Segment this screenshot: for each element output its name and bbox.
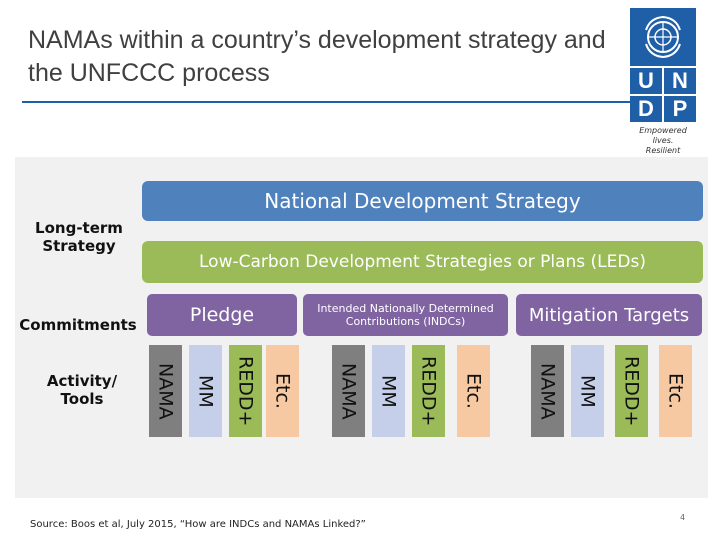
tool-label: REDD+ bbox=[234, 355, 257, 427]
tool-label: REDD+ bbox=[620, 355, 643, 427]
page-number: 4 bbox=[680, 513, 686, 522]
tool-nama-3: NAMA bbox=[531, 345, 564, 437]
tool-label: MM bbox=[377, 374, 400, 408]
tool-etc-1: Etc. bbox=[266, 345, 299, 437]
tool-label: MM bbox=[576, 374, 599, 408]
tool-label: NAMA bbox=[337, 362, 360, 420]
tool-label: Etc. bbox=[271, 373, 294, 409]
mitigation-targets-box: Mitigation Targets bbox=[516, 294, 702, 336]
label-activity-tools: Activity/ Tools bbox=[46, 372, 118, 408]
tool-label: Etc. bbox=[462, 373, 485, 409]
tool-etc-3: Etc. bbox=[659, 345, 692, 437]
title-underline bbox=[22, 101, 632, 103]
slide-title: NAMAs within a country’s development str… bbox=[28, 26, 606, 87]
national-development-strategy-bar: National Development Strategy bbox=[142, 181, 703, 221]
tool-redd-2: REDD+ bbox=[412, 345, 445, 437]
source-citation: Source: Boos et al, July 2015, “How are … bbox=[30, 519, 366, 530]
logo-letter-u: U bbox=[630, 68, 662, 94]
logo-letter-n: N bbox=[664, 68, 696, 94]
tool-label: NAMA bbox=[154, 362, 177, 420]
leds-bar: Low-Carbon Development Strategies or Pla… bbox=[142, 241, 703, 283]
logo-letter-p: P bbox=[664, 96, 696, 122]
tool-mm-1: MM bbox=[189, 345, 222, 437]
un-emblem-icon bbox=[630, 8, 696, 66]
indc-box: Intended Nationally Determined Contribut… bbox=[303, 294, 508, 336]
tool-mm-3: MM bbox=[571, 345, 604, 437]
tool-redd-1: REDD+ bbox=[229, 345, 262, 437]
tool-nama-1: NAMA bbox=[149, 345, 182, 437]
logo-letter-d: D bbox=[630, 96, 662, 122]
undp-logo: U N D P Empowered lives. Resilient natio… bbox=[630, 8, 696, 166]
label-commitments: Commitments bbox=[19, 316, 137, 334]
tool-label: Etc. bbox=[664, 373, 687, 409]
tool-redd-3: REDD+ bbox=[615, 345, 648, 437]
logo-tagline-line1: Empowered lives. bbox=[639, 126, 687, 145]
label-long-term-strategy: Long-term Strategy bbox=[35, 219, 123, 255]
tool-nama-2: NAMA bbox=[332, 345, 365, 437]
pledge-box: Pledge bbox=[147, 294, 297, 336]
tool-label: MM bbox=[194, 374, 217, 408]
tool-mm-2: MM bbox=[372, 345, 405, 437]
tool-etc-2: Etc. bbox=[457, 345, 490, 437]
tool-label: NAMA bbox=[536, 362, 559, 420]
tool-label: REDD+ bbox=[417, 355, 440, 427]
